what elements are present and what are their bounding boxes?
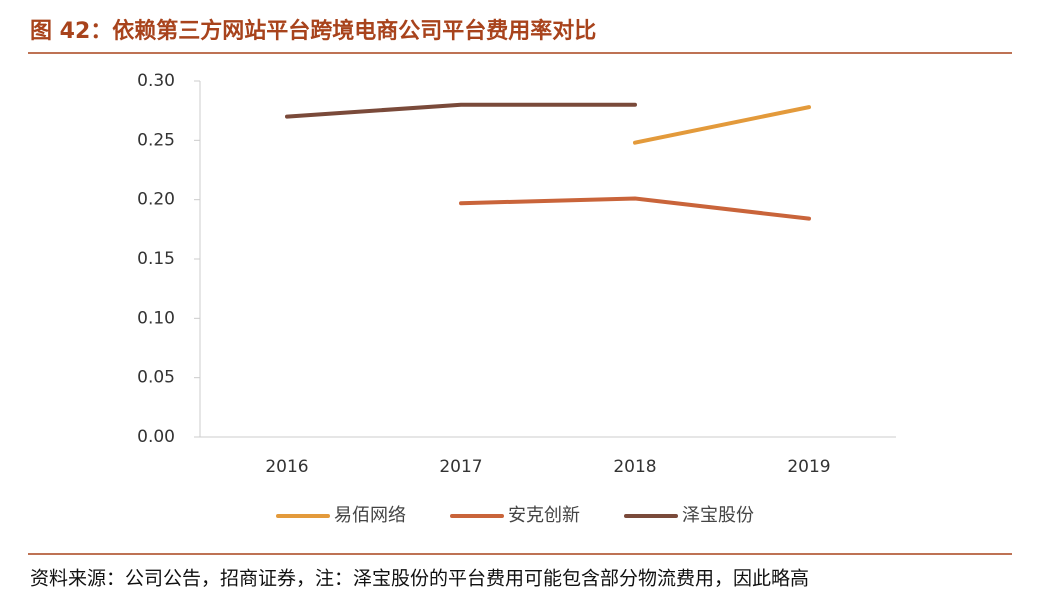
y-tick-label: 0.25 <box>137 130 175 150</box>
y-tick-label: 0.20 <box>137 190 175 210</box>
legend-label: 泽宝股份 <box>682 505 754 526</box>
y-tick-label: 0.00 <box>137 427 175 447</box>
source-note: 资料来源：公司公告，招商证券，注：泽宝股份的平台费用可能包含部分物流费用，因此略… <box>30 568 809 590</box>
legend-label: 易佰网络 <box>334 505 406 526</box>
x-tick-label: 2017 <box>439 457 482 477</box>
y-tick-label: 0.10 <box>137 308 175 328</box>
y-tick-label: 0.30 <box>137 71 175 91</box>
chart-title: 图 42：依赖第三方网站平台跨境电商公司平台费用率对比 <box>30 18 596 44</box>
x-tick-label: 2019 <box>787 457 830 477</box>
series-line <box>285 102 637 119</box>
x-tick-label: 2018 <box>613 457 656 477</box>
y-tick-label: 0.15 <box>137 249 175 269</box>
y-tick-label: 0.05 <box>137 368 175 388</box>
series-line <box>633 105 811 145</box>
series-line <box>459 196 811 221</box>
x-tick-label: 2016 <box>265 457 308 477</box>
legend-label: 安克创新 <box>508 505 580 526</box>
